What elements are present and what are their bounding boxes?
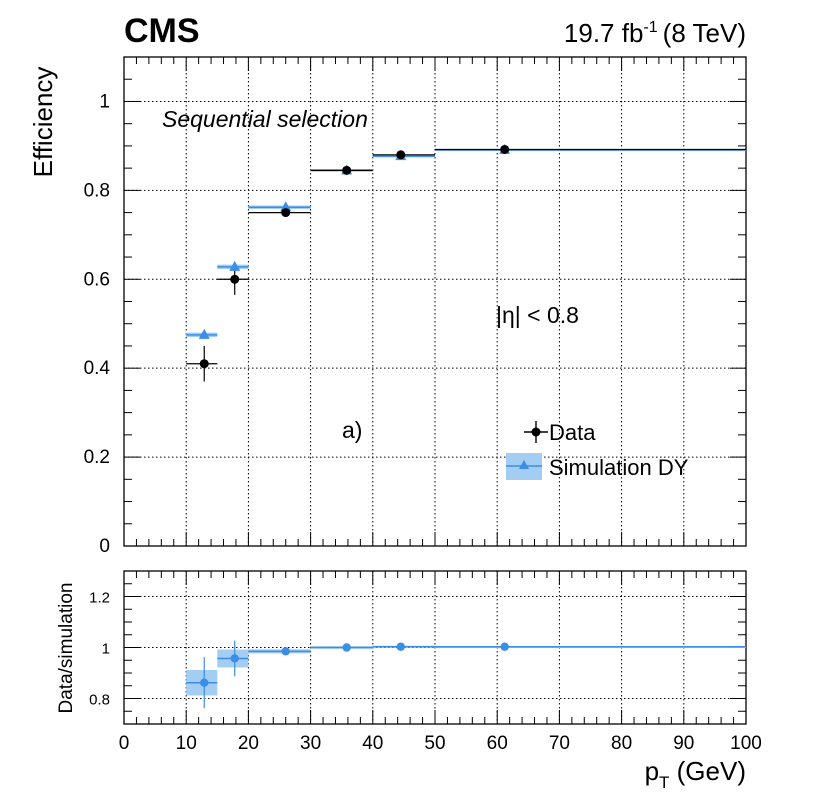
ratio-marker [342,643,351,652]
ratio-xtick-label: 50 [424,733,445,754]
efficiency-panel: 0 0.2 0.4 0.6 0.8 1 [84,56,747,557]
ratio-xtick-label: 40 [362,733,383,754]
efficiency-axis-label: Efficiency [28,67,58,178]
sim-marker [198,328,210,339]
legend-sim-marker [519,460,529,469]
cms-label: CMS [124,12,200,50]
ratio-ytick-label: 1 [102,641,110,658]
ratio-ytick-label: 1.2 [89,590,110,607]
ratio-marker [230,654,239,663]
data-marker [500,144,510,154]
eff-ytick-label: 0 [99,536,110,557]
x-axis-label-unit: (GeV) [669,756,746,786]
ratio-xtick-label: 70 [549,733,570,754]
sim-marker [280,201,292,212]
data-marker [342,165,352,175]
data-marker [396,150,406,160]
eta-cut-annotation: |η| < 0.8 [496,302,579,328]
eff-ytick-label: 0.8 [84,180,110,201]
ratio-marker [281,647,290,656]
ratio-xtick-label: 10 [176,733,197,754]
legend-data-marker [531,427,541,437]
ratio-xtick-label: 100 [730,733,762,754]
ratio-xtick-label: 20 [238,733,259,754]
data-marker [199,359,209,369]
energy-label: (8 TeV) [663,18,746,48]
ratio-xtick-label: 30 [300,733,321,754]
x-axis-label-main: p [645,756,659,786]
ratio-marker [500,642,509,651]
ratio-panel: 0.8 1 1.2 0 10 20 30 40 50 60 70 80 90 100 [89,570,762,754]
ratio-marker [200,678,209,687]
ratio-xtick-label: 0 [119,733,130,754]
data-marker [281,208,291,218]
x-axis-label: pT (GeV) [645,756,746,792]
eff-ytick-label: 1 [99,91,110,112]
legend-data-label: Data [549,420,596,445]
ratio-ytick-label: 0.8 [89,692,110,709]
ratio-axis-label: Data/simulation [56,583,77,714]
lumi-exponent: -1 [643,19,657,36]
x-axis-label-subscript: T [659,773,669,792]
panel-tag: a) [342,417,362,443]
lumi-value: 19.7 fb [564,18,644,48]
legend: Data Simulation DY [506,420,689,480]
legend-sim-label: Simulation DY [549,455,689,480]
ratio-xtick-label: 60 [487,733,508,754]
eff-ytick-label: 0.6 [84,269,110,290]
ratio-xtick-label: 80 [611,733,632,754]
eff-ytick-label: 0.2 [84,447,110,468]
sim-marker [229,260,241,271]
ratio-marker [396,642,405,651]
data-marker [230,274,240,284]
selection-annotation: Sequential selection [162,106,368,132]
eff-ytick-label: 0.4 [84,358,111,379]
ratio-xtick-label: 90 [673,733,694,754]
luminosity-label: 19.7 fb-1 (8 TeV) [564,18,746,48]
eff-frame [123,56,747,547]
